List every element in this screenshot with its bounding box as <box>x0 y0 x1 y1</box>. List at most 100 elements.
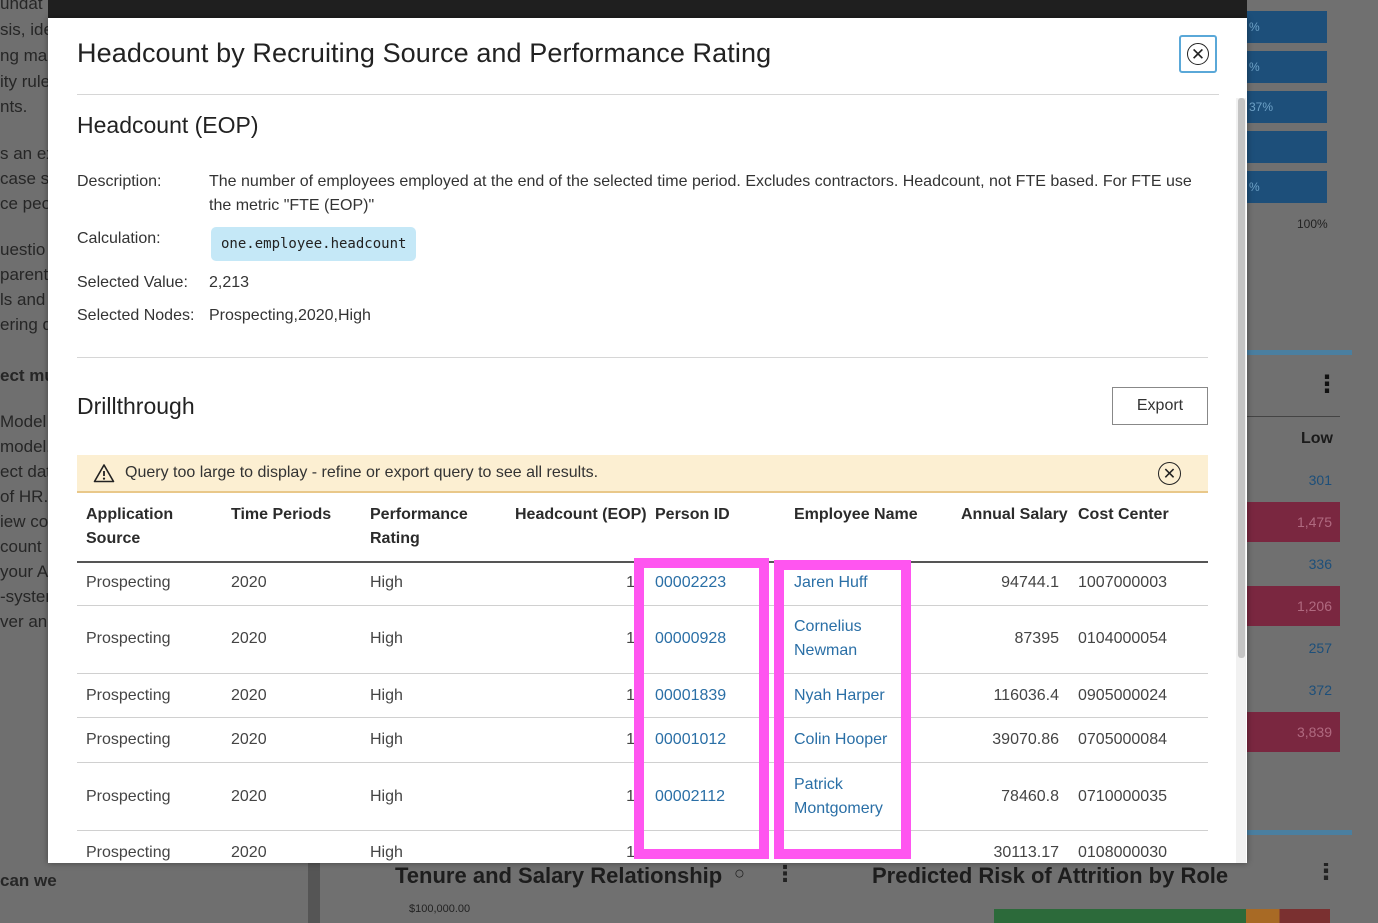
cell-annual-salary: 30113.17 <box>993 844 1059 861</box>
cell-application-source: Prospecting <box>86 788 171 805</box>
column-header-low: Low <box>1301 430 1333 447</box>
employee-name-link[interactable]: Cornelius Newman <box>794 618 862 659</box>
background-divider <box>308 863 320 923</box>
background-text-line: your A <box>0 562 48 581</box>
cell-time-period: 2020 <box>231 687 267 704</box>
heatmap-cell: 1,206 <box>1247 586 1340 626</box>
header-divider <box>1247 416 1340 417</box>
column-header-person-id[interactable]: Person ID <box>655 506 730 523</box>
close-icon: ✕ <box>1187 43 1209 65</box>
employee-name-highlight-box <box>774 560 911 859</box>
attrition-legend-strip <box>994 909 1330 923</box>
employee-name-link[interactable]: Jaren Huff <box>794 574 868 591</box>
bar: 37% <box>1247 91 1327 123</box>
background-text-line: -system <box>0 587 48 606</box>
close-icon: ✕ <box>1162 465 1177 483</box>
kebab-menu-icon: ⋮ <box>1315 371 1339 398</box>
person-id-link[interactable]: 00001012 <box>655 731 727 748</box>
scrollbar-thumb[interactable] <box>1238 98 1245 658</box>
dismiss-warning-button[interactable]: ✕ <box>1158 462 1181 485</box>
cell-application-source: Prospecting <box>86 844 171 861</box>
background-text-line: s an ex <box>0 144 48 163</box>
axis-tick-label: 100% <box>1297 217 1328 231</box>
axis-tick-label: $100,000.00 <box>409 903 471 915</box>
person-id-link[interactable]: 00001839 <box>655 687 727 704</box>
person-id-highlight-box <box>634 558 769 859</box>
cell-application-source: Prospecting <box>86 574 171 591</box>
background-text-line: count <box>0 537 42 556</box>
background-text-line: ering d <box>0 315 48 334</box>
employee-name-link[interactable]: Patrick Montgomery <box>794 776 883 817</box>
kebab-menu-icon: ⋮ <box>774 861 796 886</box>
cell-headcount: 1 <box>626 687 635 704</box>
cell-performance-rating: High <box>370 574 403 591</box>
divider <box>77 357 1208 358</box>
background-text-line: ect mu <box>0 366 48 385</box>
background-left-bottom: can we <box>0 863 320 923</box>
divider <box>77 94 1219 95</box>
cell-application-source: Prospecting <box>86 687 171 704</box>
cell-headcount: 1 <box>626 788 635 805</box>
column-header-time-periods[interactable]: Time Periods <box>231 506 332 523</box>
column-header-headcount[interactable]: Headcount (EOP) <box>515 506 647 523</box>
cell-annual-salary: 87395 <box>1014 630 1060 647</box>
cell-cost-center: 0905000024 <box>1078 687 1167 704</box>
background-right-panel: % % 37% % 100% ⋮ Low 301 1,475 336 1,206… <box>1247 0 1378 863</box>
close-modal-button[interactable]: ✕ <box>1179 35 1217 73</box>
selected-nodes-label: Selected Nodes: <box>77 307 195 324</box>
drillthrough-heading: Drillthrough <box>77 393 195 419</box>
lightbulb-icon: ○ <box>734 863 745 883</box>
drillthrough-modal: Headcount by Recruiting Source and Perfo… <box>48 18 1247 863</box>
background-text-line: case sc <box>0 169 48 188</box>
description-text: The number of employees employed at the … <box>209 173 1192 214</box>
column-header-annual-salary[interactable]: Annual Salary <box>961 506 1068 523</box>
cell-annual-salary: 94744.1 <box>1001 574 1059 591</box>
background-text-line: iew co <box>0 512 48 531</box>
app-top-bar <box>0 0 1378 18</box>
bar: % <box>1247 11 1327 43</box>
cell-annual-salary: 116036.4 <box>993 687 1059 704</box>
calculation-label: Calculation: <box>77 230 161 247</box>
person-id-link[interactable]: 00002223 <box>655 574 727 591</box>
background-text-line: can we <box>0 871 57 890</box>
cell-time-period: 2020 <box>231 844 267 861</box>
heatmap-cell: 372 <box>1308 682 1332 698</box>
attrition-risk-chart-title: Predicted Risk of Attrition by Role <box>872 863 1229 888</box>
cell-headcount: 1 <box>626 844 635 861</box>
export-button[interactable]: Export <box>1112 387 1208 425</box>
column-header-performance-rating[interactable]: Performance Rating <box>370 506 468 547</box>
selected-nodes: Prospecting,2020,High <box>209 307 371 324</box>
cell-performance-rating: High <box>370 788 403 805</box>
person-id-link[interactable]: 00000928 <box>655 630 727 647</box>
column-header-application-source[interactable]: Application Source <box>86 506 174 547</box>
background-text-line: Model i <box>0 412 48 431</box>
cell-performance-rating: High <box>370 630 403 647</box>
column-header-employee-name[interactable]: Employee Name <box>794 506 918 523</box>
person-id-link[interactable]: 00002112 <box>655 788 725 805</box>
cell-time-period: 2020 <box>231 788 267 805</box>
background-text-line: ce peo <box>0 194 48 213</box>
cell-headcount: 1 <box>626 574 635 591</box>
calculation-code: one.employee.headcount <box>211 227 417 261</box>
metric-heading: Headcount (EOP) <box>77 112 259 138</box>
heatmap-cell: 301 <box>1308 472 1332 488</box>
cell-time-period: 2020 <box>231 574 267 591</box>
column-header-cost-center[interactable]: Cost Center <box>1078 506 1169 523</box>
modal-title: Headcount by Recruiting Source and Perfo… <box>77 38 772 68</box>
background-text-line: uestio <box>0 240 46 259</box>
cell-cost-center: 0710000035 <box>1078 788 1167 805</box>
bar: % <box>1247 51 1327 83</box>
background-text-line: undat <box>0 0 43 13</box>
cell-annual-salary: 78460.8 <box>1001 788 1059 805</box>
query-warning-banner: Query too large to display - refine or e… <box>77 455 1208 493</box>
background-bottom-charts: Tenure and Salary Relationship ○ ⋮ $100,… <box>320 858 1378 923</box>
bar <box>1247 131 1327 163</box>
background-text-line: sis, ide <box>0 20 48 39</box>
employee-name-link[interactable]: Nyah Harper <box>794 687 885 704</box>
employee-name-link[interactable]: Colin Hooper <box>794 731 888 748</box>
heatmap-cell: 257 <box>1308 640 1332 656</box>
cell-annual-salary: 39070.86 <box>992 731 1059 748</box>
card-accent <box>1247 830 1352 835</box>
cell-performance-rating: High <box>370 731 403 748</box>
cell-cost-center: 0108000030 <box>1078 844 1167 861</box>
